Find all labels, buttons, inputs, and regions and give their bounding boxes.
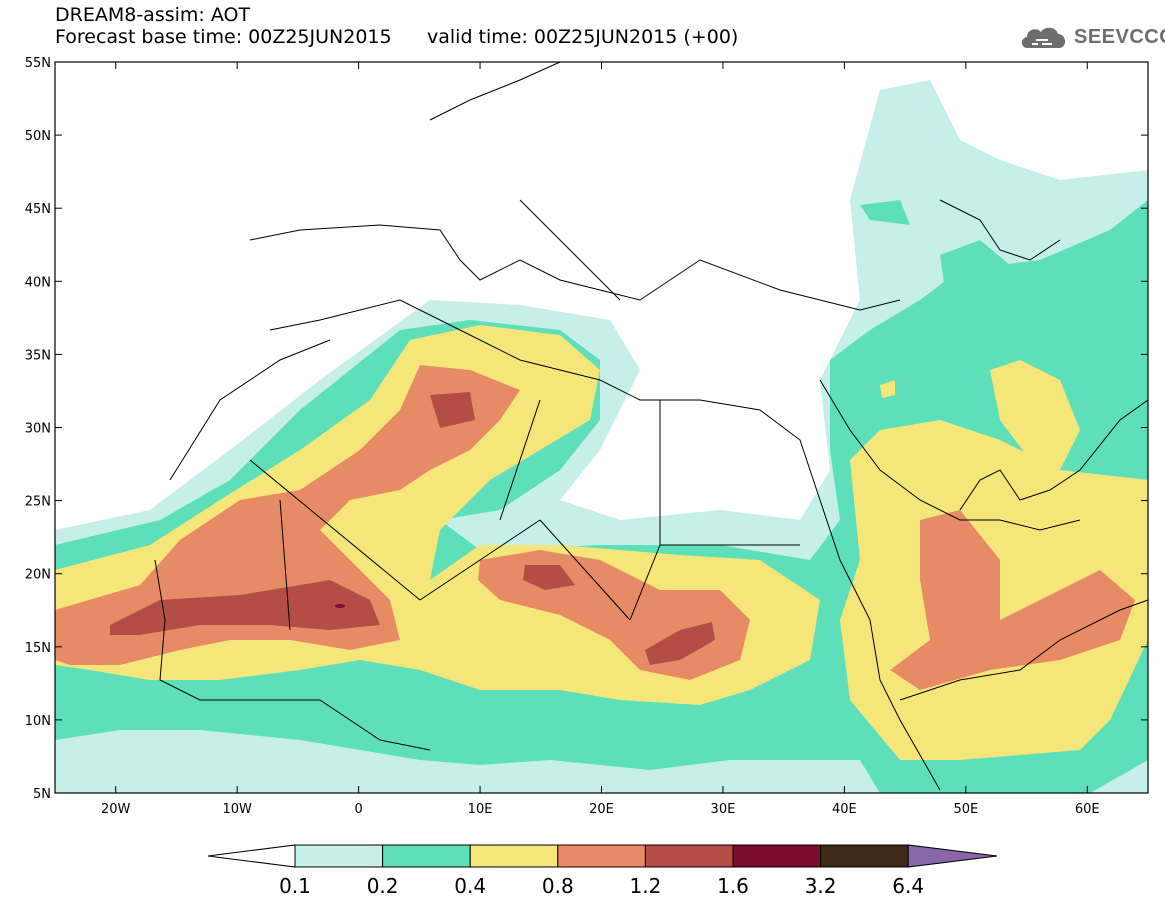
lat-tick-label: 25N xyxy=(25,495,51,510)
colorbar-under-arrow xyxy=(207,844,296,868)
lat-tick-label: 5N xyxy=(33,787,51,802)
lat-tick-label: 40N xyxy=(25,275,51,290)
valid-time: valid time: 00Z25JUN2015 (+00) xyxy=(427,26,739,48)
colorbar-level-label: 1.2 xyxy=(629,874,661,898)
colorbar-swatch xyxy=(382,844,471,868)
colorbar-swatch xyxy=(294,844,384,868)
colorbar-swatch xyxy=(732,844,822,868)
lon-tick-label: 10W xyxy=(222,802,252,817)
logo-text: SEEVCCC xyxy=(1074,25,1165,48)
colorbar-level-label: 0.4 xyxy=(454,874,486,898)
lat-tick-label: 45N xyxy=(25,202,51,217)
aot-field xyxy=(55,80,1148,793)
map-title: DREAM8-assim: AOT Forecast base time: 00… xyxy=(55,4,392,48)
lat-tick-label: 30N xyxy=(25,422,51,437)
lon-tick-label: 20W xyxy=(101,802,131,817)
model-title: DREAM8-assim: AOT xyxy=(55,4,251,26)
aot-band-1.2-1.6 xyxy=(110,392,715,665)
colorbar-level-label: 0.8 xyxy=(542,874,574,898)
forecast-base-time: Forecast base time: 00Z25JUN2015 xyxy=(55,26,392,48)
colorbar-over-arrow xyxy=(907,844,998,868)
lat-tick-label: 50N xyxy=(25,129,51,144)
lon-tick-label: 10E xyxy=(468,802,493,817)
colorbar-level-label: 6.4 xyxy=(892,874,924,898)
lon-tick-label: 50E xyxy=(953,802,978,817)
colorbar-swatch xyxy=(557,844,646,868)
axis-ticks: 55N 50N 45N 40N 35N 30N 25N 20N 15N 10N 5N 20W 10W 0 1… xyxy=(25,56,1148,817)
lat-tick-label: 55N xyxy=(25,56,51,71)
lon-tick-label: 40E xyxy=(832,802,857,817)
colorbar-swatch xyxy=(644,844,734,868)
lat-tick-label: 35N xyxy=(25,348,51,363)
lat-tick-label: 20N xyxy=(25,568,51,583)
seevccc-logo: SEEVCCC xyxy=(1018,22,1165,52)
colorbar-level-label: 0.1 xyxy=(279,874,311,898)
lat-tick-label: 15N xyxy=(25,641,51,656)
lat-tick-label: 10N xyxy=(25,714,51,729)
lon-tick-label: 60E xyxy=(1075,802,1100,817)
colorbar-level-label: 0.2 xyxy=(367,874,399,898)
colorbar: 0.1 0.2 0.4 0.8 1.2 1.6 3.2 6.4 xyxy=(207,844,998,898)
cloud-logo-icon xyxy=(1021,27,1066,48)
lon-tick-label: 20E xyxy=(589,802,614,817)
lon-tick-label: 30E xyxy=(711,802,736,817)
lon-tick-label: 0 xyxy=(354,802,362,817)
coastlines xyxy=(154,62,1148,791)
colorbar-level-label: 1.6 xyxy=(717,874,749,898)
colorbar-swatch xyxy=(469,844,559,868)
colorbar-level-label: 3.2 xyxy=(805,874,837,898)
aot-band-1.6-3.2 xyxy=(335,604,345,608)
colorbar-swatch xyxy=(820,844,909,868)
